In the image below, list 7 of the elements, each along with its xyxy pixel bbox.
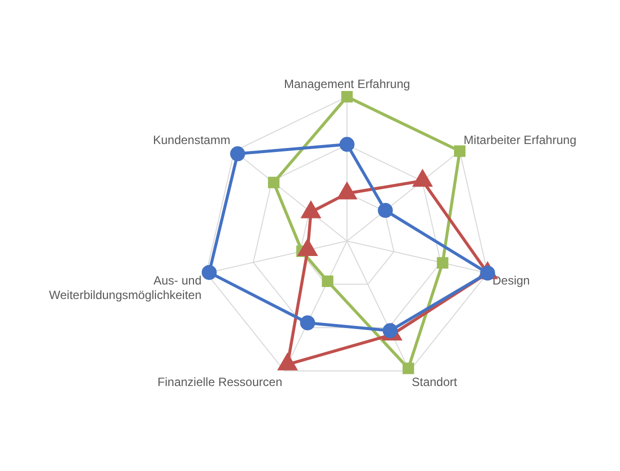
spoke-label: Management Erfahrung — [284, 76, 410, 91]
spoke-label: Aus- und Weiterbildungsmöglichkeiten — [48, 274, 202, 302]
spoke-label: Mitarbeiter Erfahrung — [464, 133, 576, 148]
spoke-label: Kundenstamm — [152, 133, 230, 148]
spoke-label: Standort — [412, 374, 458, 389]
spoke-label: Design — [492, 274, 530, 288]
spoke-label: Finanzielle Ressourcen — [158, 374, 282, 389]
